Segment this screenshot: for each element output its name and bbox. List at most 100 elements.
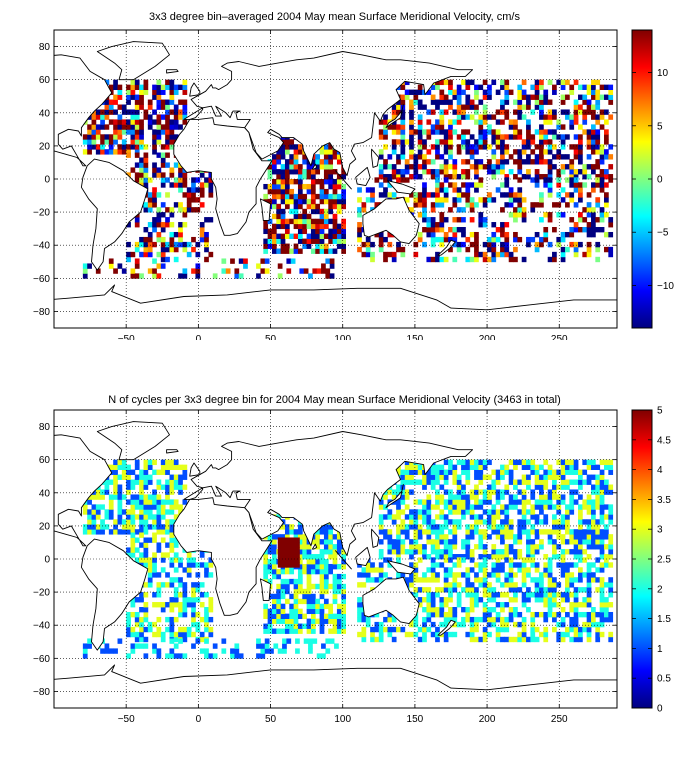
data-bin	[139, 542, 144, 548]
data-bin	[482, 602, 488, 608]
data-bin	[302, 243, 308, 249]
data-bin	[565, 524, 570, 530]
data-bin	[87, 129, 92, 135]
data-bin	[599, 519, 605, 525]
data-bin	[400, 129, 406, 135]
data-bin	[147, 524, 153, 530]
data-bin	[491, 114, 497, 120]
data-bin	[400, 549, 406, 555]
data-bin	[513, 231, 518, 238]
data-bin	[282, 557, 287, 563]
data-bin	[569, 494, 575, 500]
data-bin	[500, 494, 505, 500]
data-bin	[134, 222, 140, 228]
data-bin	[448, 154, 453, 160]
data-bin	[284, 183, 290, 190]
data-bin	[370, 626, 375, 633]
data-bin	[173, 597, 179, 603]
data-bin	[495, 251, 501, 258]
data-bin	[599, 114, 605, 120]
data-bin	[582, 539, 588, 545]
data-bin	[573, 177, 579, 183]
data-bin	[336, 618, 342, 624]
data-bin	[178, 509, 183, 515]
data-bin	[319, 539, 325, 545]
data-bin	[378, 169, 384, 175]
data-bin	[332, 203, 338, 210]
data-bin	[556, 519, 562, 525]
data-bin	[547, 504, 553, 510]
data-bin	[271, 154, 277, 160]
data-bin	[491, 149, 497, 155]
data-bin	[332, 213, 338, 220]
data-bin	[435, 631, 440, 638]
data-bin	[286, 258, 292, 264]
data-bin	[504, 236, 510, 243]
data-bin	[263, 568, 269, 575]
data-bin	[277, 263, 283, 269]
data-bin	[117, 514, 123, 520]
data-bin	[289, 603, 295, 610]
data-bin	[178, 231, 183, 238]
data-bin	[195, 562, 201, 568]
data-bin	[604, 109, 609, 115]
data-bin	[560, 256, 566, 263]
data-bin	[156, 547, 162, 553]
data-bin	[556, 494, 562, 500]
data-bin	[332, 549, 338, 555]
data-bin	[152, 643, 157, 649]
data-bin	[169, 99, 175, 105]
data-bin	[126, 172, 131, 178]
data-bin	[152, 172, 157, 178]
data-bin	[565, 469, 570, 475]
data-bin	[513, 99, 518, 105]
data-bin	[383, 504, 388, 510]
data-bin	[578, 504, 583, 510]
data-bin	[100, 114, 105, 120]
data-bin	[263, 613, 269, 619]
data-bin	[323, 154, 329, 160]
data-bin	[267, 628, 273, 634]
data-bin	[422, 182, 427, 188]
data-bin	[204, 616, 209, 623]
data-bin	[422, 597, 427, 603]
data-bin	[319, 618, 325, 624]
data-bin	[504, 534, 510, 540]
data-bin	[156, 631, 162, 638]
data-bin	[95, 149, 101, 155]
data-bin	[591, 124, 596, 130]
data-bin	[152, 268, 157, 274]
data-bin	[182, 587, 188, 593]
data-bin	[526, 597, 531, 603]
data-bin	[504, 519, 510, 525]
data-bin	[378, 554, 384, 560]
data-bin	[435, 197, 440, 203]
data-bin	[521, 626, 527, 633]
data-bin	[547, 109, 553, 115]
data-bin	[539, 139, 544, 145]
data-bin	[147, 572, 153, 578]
data-bin	[310, 233, 316, 239]
data-bin	[139, 119, 144, 125]
data-bin	[160, 464, 166, 470]
data-bin	[267, 534, 273, 540]
data-bin	[560, 519, 566, 525]
data-bin	[599, 611, 605, 618]
data-bin	[113, 519, 118, 525]
data-bin	[178, 653, 183, 659]
data-bin	[413, 154, 419, 160]
data-bin	[316, 653, 322, 659]
data-bin	[591, 227, 596, 233]
y-tick-label: 0	[44, 555, 50, 566]
data-bin	[608, 616, 614, 623]
colorbar-tick-label: 5	[657, 121, 663, 132]
data-bin	[199, 648, 205, 654]
data-bin	[560, 597, 566, 603]
coastline	[355, 166, 371, 187]
data-bin	[336, 228, 342, 235]
data-bin	[582, 227, 588, 233]
data-bin	[370, 256, 375, 263]
data-bin	[130, 509, 136, 515]
data-bin	[487, 192, 492, 198]
data-bin	[230, 258, 235, 264]
